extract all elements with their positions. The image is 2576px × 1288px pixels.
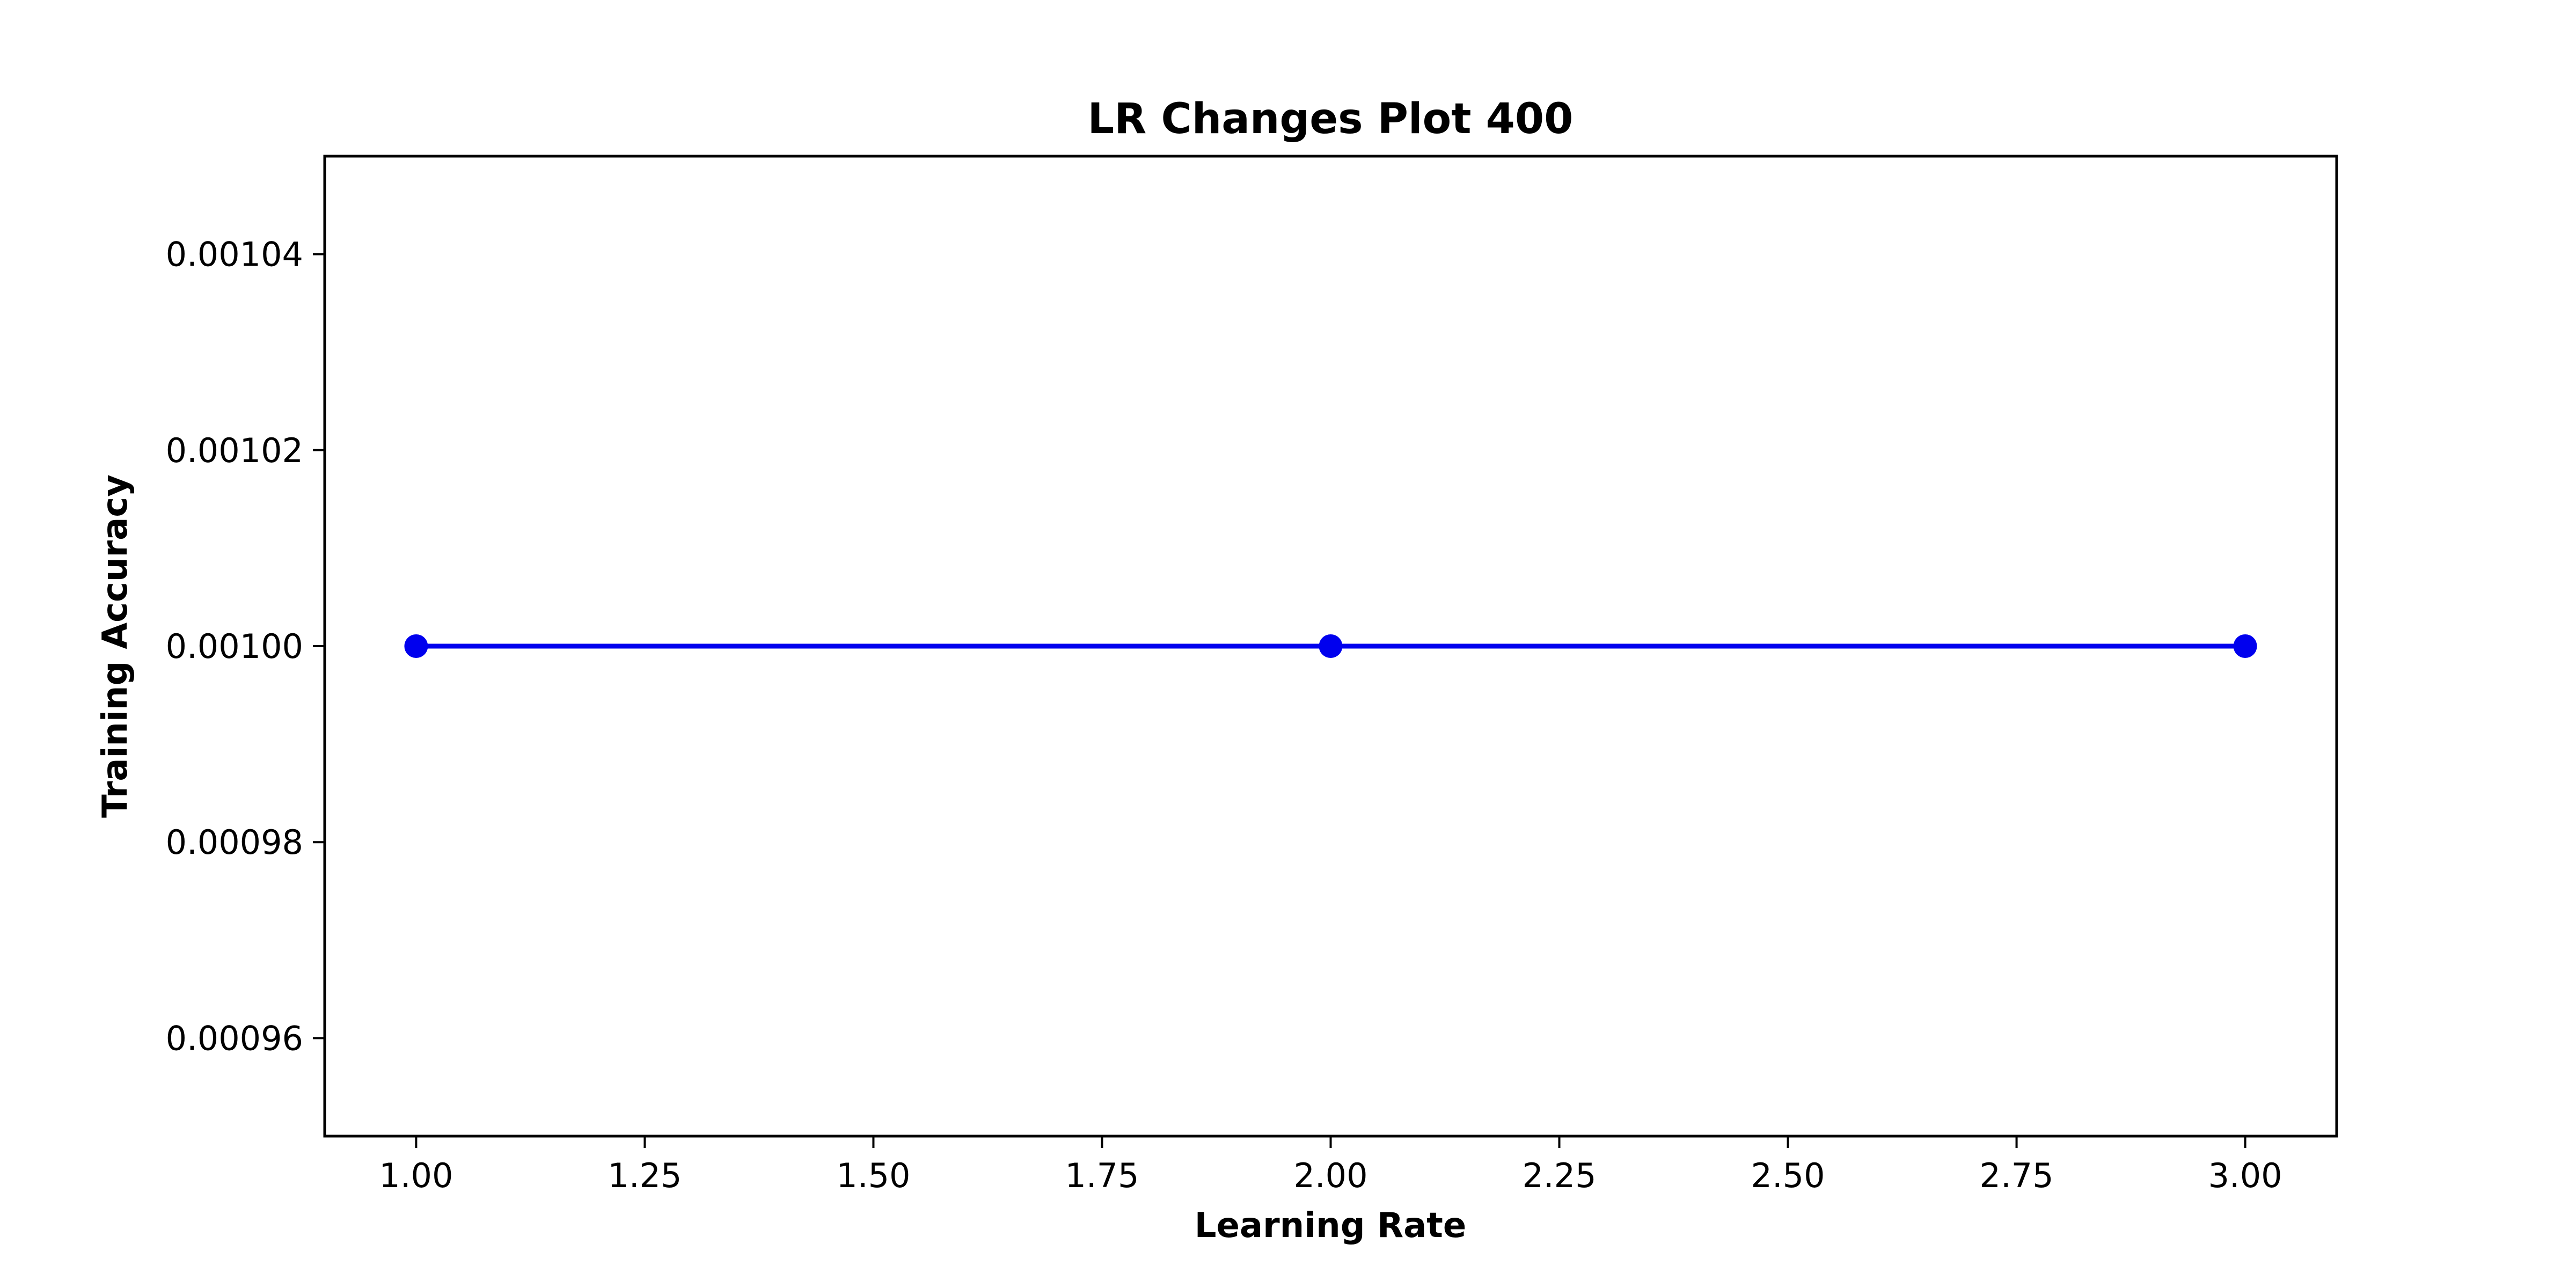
data-point — [404, 634, 428, 658]
x-tick-label: 1.00 — [379, 1156, 453, 1195]
series-layer — [404, 634, 2257, 658]
x-axis-ticks: 1.00 1.25 1.50 1.75 2.00 2.25 2.50 2.75 3.00 — [379, 1136, 2282, 1195]
chart-title: LR Changes Plot 400 — [1088, 95, 1574, 143]
y-tick-label: 0.00098 — [166, 823, 303, 862]
y-tick-label: 0.00102 — [166, 431, 303, 470]
x-axis-label: Learning Rate — [1195, 1206, 1467, 1246]
y-axis-ticks: 0.00096 0.00098 0.00100 0.00102 0.00104 — [166, 235, 325, 1058]
y-tick-label: 0.00100 — [166, 627, 303, 666]
x-tick-label: 2.50 — [1751, 1156, 1825, 1195]
x-tick-label: 1.25 — [608, 1156, 682, 1195]
x-tick-label: 1.75 — [1065, 1156, 1139, 1195]
data-point — [2233, 634, 2257, 658]
y-tick-label: 0.00096 — [166, 1019, 303, 1058]
x-tick-label: 2.75 — [1980, 1156, 2054, 1195]
x-tick-label: 2.25 — [1522, 1156, 1596, 1195]
data-point — [1319, 634, 1343, 658]
y-tick-label: 0.00104 — [166, 235, 303, 274]
y-axis-label: Training Accuracy — [96, 474, 135, 818]
x-tick-label: 2.00 — [1293, 1156, 1367, 1195]
x-tick-label: 3.00 — [2208, 1156, 2282, 1195]
x-tick-label: 1.50 — [836, 1156, 910, 1195]
